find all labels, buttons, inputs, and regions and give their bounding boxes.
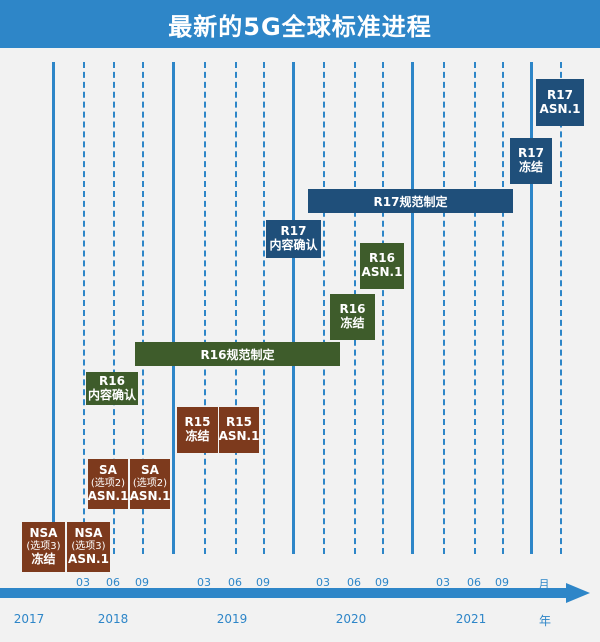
milestone-stage: ASN.1 [539, 101, 581, 116]
month-label: 03 [316, 576, 330, 589]
quarter-line [474, 62, 476, 554]
milestone-release: R17 [547, 87, 573, 102]
quarter-line [113, 62, 115, 554]
month-label: 09 [495, 576, 509, 589]
milestone-stage: ASN.1 [68, 551, 109, 566]
quarter-line [263, 62, 265, 554]
year-line [411, 62, 414, 554]
quarter-line [323, 62, 325, 554]
month-label: 09 [135, 576, 149, 589]
year-line [172, 62, 175, 554]
milestone-r17-confirm: R17 内容确认 [266, 220, 321, 258]
milestone-release: R15 [226, 415, 252, 430]
milestone-option: (选项3) [26, 541, 61, 553]
milestone-option: (选项2) [90, 478, 126, 490]
year-line [52, 62, 55, 554]
bar-r17-spec: R17规范制定 [308, 189, 513, 213]
milestone-r16-confirm: R16 内容确认 [86, 372, 138, 405]
milestone-release: R17 [280, 224, 307, 239]
quarter-line [382, 62, 384, 554]
milestone-sa-freeze: SA (选项2) ASN.1 [88, 459, 128, 509]
bar-label: R16规范制定 [200, 347, 275, 362]
milestone-r16-asn1: R16 ASN.1 [360, 243, 404, 289]
year-label: 2019 [216, 612, 248, 626]
milestone-stage: 冻结 [31, 551, 56, 566]
arrow-right-icon [566, 583, 590, 603]
quarter-line [235, 62, 237, 554]
milestone-release: R16 [99, 373, 125, 388]
year-line [530, 62, 533, 554]
milestone-stage: 内容确认 [269, 238, 318, 252]
month-label: 03 [436, 576, 450, 589]
milestone-sa-asn1: SA (选项2) ASN.1 [130, 459, 170, 509]
month-label: 06 [347, 576, 361, 589]
milestone-option: (选项2) [132, 478, 168, 490]
year-label: 2018 [97, 612, 129, 626]
milestone-release: R16 [339, 302, 366, 317]
milestone-r16-freeze: R16 冻结 [330, 294, 375, 340]
quarter-line [204, 62, 206, 554]
quarter-line [142, 62, 144, 554]
timeline-axis [0, 588, 572, 598]
milestone-stage: ASN.1 [129, 488, 171, 503]
milestone-stage: 冻结 [518, 160, 543, 174]
milestone-release: NSA [74, 526, 103, 541]
milestone-release: SA [141, 463, 159, 478]
quarter-line [443, 62, 445, 554]
milestone-stage: ASN.1 [87, 488, 129, 503]
year-unit-label: 年 [538, 614, 552, 628]
milestone-release: SA [99, 463, 117, 478]
milestone-nsa-freeze: NSA (选项3) 冻结 [22, 522, 65, 572]
year-label: 2017 [13, 612, 45, 626]
bar-r16-spec: R16规范制定 [135, 342, 340, 366]
milestone-stage: 冻结 [340, 316, 365, 330]
month-label: 06 [106, 576, 120, 589]
milestone-release: R17 [518, 146, 544, 161]
month-label: 09 [256, 576, 270, 589]
milestone-r15-freeze: R15 冻结 [177, 407, 218, 453]
milestone-stage: ASN.1 [218, 429, 260, 443]
title-banner: 最新的5G全球标准进程 [0, 0, 600, 48]
month-label: 06 [228, 576, 242, 589]
quarter-line [560, 62, 562, 554]
quarter-line [502, 62, 504, 554]
milestone-release: R15 [184, 415, 211, 430]
milestone-stage: 冻结 [185, 429, 210, 443]
month-label: 09 [375, 576, 389, 589]
month-label: 03 [197, 576, 211, 589]
milestone-stage: ASN.1 [361, 265, 403, 279]
milestone-stage: 内容确认 [87, 387, 136, 402]
page-title: 最新的5G全球标准进程 [168, 12, 432, 41]
milestone-option: (选项3) [71, 541, 106, 553]
milestone-r15-asn1: R15 ASN.1 [219, 407, 259, 453]
year-line [292, 62, 295, 554]
year-label: 2021 [455, 612, 487, 626]
month-label: 06 [467, 576, 481, 589]
milestone-r17-asn1: R17 ASN.1 [536, 79, 584, 126]
year-label: 2020 [335, 612, 367, 626]
milestone-release: NSA [29, 526, 58, 541]
milestone-r17-freeze: R17 冻结 [510, 138, 552, 184]
quarter-line [83, 62, 85, 554]
milestone-release: R16 [369, 251, 395, 266]
bar-label: R17规范制定 [373, 194, 448, 209]
month-unit-label: 月 [538, 578, 550, 591]
milestone-nsa-asn1: NSA (选项3) ASN.1 [67, 522, 110, 572]
month-label: 03 [76, 576, 90, 589]
